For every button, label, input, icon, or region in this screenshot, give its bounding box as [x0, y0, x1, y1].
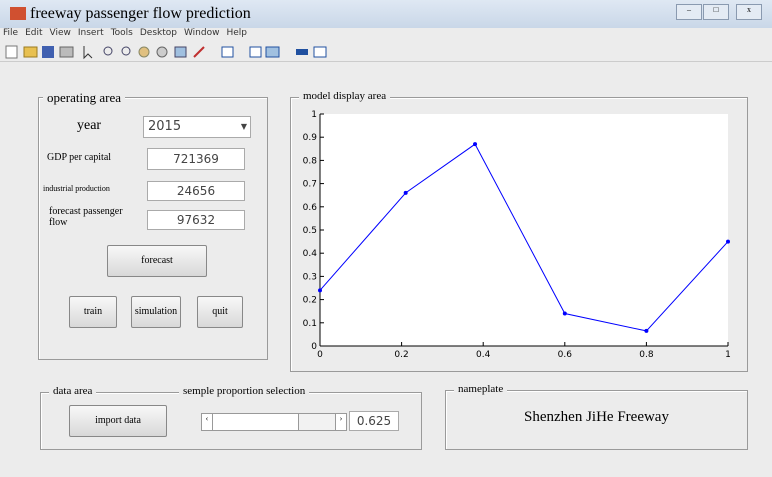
- panel-title: operating area: [43, 90, 125, 106]
- menu-bar: File Edit View Insert Tools Desktop Window Help: [0, 28, 772, 42]
- forecast-field[interactable]: 97632: [147, 210, 245, 230]
- operating-panel: operating area year 2015 ▼ GDP per capita…: [38, 90, 268, 360]
- maximize-button[interactable]: □: [703, 4, 729, 20]
- menu-item[interactable]: Edit: [25, 28, 43, 38]
- forecast-button[interactable]: forecast: [107, 245, 207, 277]
- menu-item[interactable]: Window: [183, 28, 220, 38]
- slider-title: semple proportion selection: [179, 385, 310, 397]
- minimize-button[interactable]: –: [676, 4, 702, 20]
- year-label: year: [77, 118, 102, 133]
- toolbar: [0, 43, 772, 62]
- nameplate-panel: nameplate Shenzhen JiHe Freeway: [445, 383, 748, 450]
- quit-button[interactable]: quit: [197, 296, 243, 328]
- panel-title: model display area: [299, 90, 391, 102]
- menu-item[interactable]: View: [49, 28, 71, 38]
- gdp-label: GDP per capital: [47, 152, 112, 163]
- import-button[interactable]: import data: [69, 405, 167, 437]
- simulation-button[interactable]: simulation: [131, 296, 181, 328]
- model-panel: model display area: [290, 90, 748, 372]
- slider-thumb[interactable]: [298, 414, 335, 430]
- slider-left-arrow[interactable]: ‹: [202, 414, 213, 430]
- title-bar: freeway passenger flow prediction – □ x: [0, 0, 772, 28]
- slider[interactable]: ‹ ›: [201, 413, 347, 431]
- app-icon: [10, 7, 26, 20]
- window-title: freeway passenger flow prediction: [30, 5, 251, 22]
- menu-item[interactable]: Help: [226, 28, 248, 38]
- panel-title: data area: [49, 385, 97, 397]
- gdp-field[interactable]: 721369: [147, 148, 245, 170]
- train-button[interactable]: train: [69, 296, 117, 328]
- menu-item[interactable]: Desktop: [139, 28, 177, 38]
- year-value: 2015: [148, 119, 182, 134]
- toolbar-icons: [5, 45, 327, 60]
- data-panel: data area semple proportion selection im…: [40, 385, 422, 450]
- menu-item[interactable]: Insert: [77, 28, 104, 38]
- slider-right-arrow[interactable]: ›: [335, 414, 346, 430]
- menu-item[interactable]: Tools: [110, 28, 133, 38]
- menu-item[interactable]: File: [3, 28, 19, 38]
- forecast-label: forecast passenger flow: [49, 206, 123, 228]
- close-button[interactable]: x: [736, 4, 762, 20]
- year-dropdown[interactable]: 2015 ▼: [143, 116, 251, 138]
- slider-value[interactable]: 0.625: [349, 411, 399, 431]
- panel-title: nameplate: [454, 383, 508, 395]
- nameplate-text: Shenzhen JiHe Freeway: [524, 409, 669, 425]
- industrial-field[interactable]: 24656: [147, 181, 245, 201]
- industrial-label: industrial production: [43, 184, 110, 193]
